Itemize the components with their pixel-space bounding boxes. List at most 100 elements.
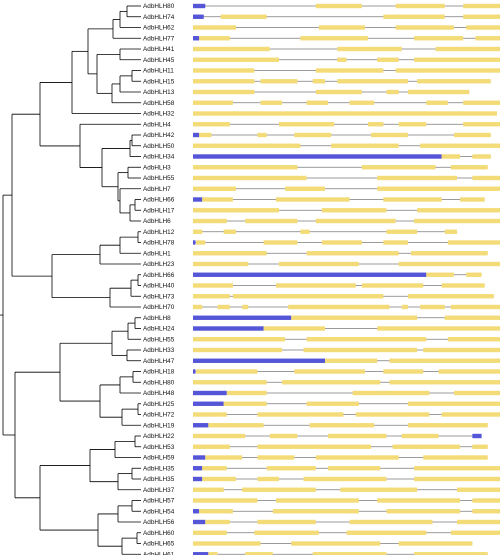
cds-segment bbox=[257, 519, 316, 525]
cds-segment bbox=[398, 261, 500, 267]
cds-segment bbox=[407, 89, 470, 95]
cds-segment bbox=[217, 304, 230, 310]
gene-label: AdbHLH55 bbox=[143, 336, 175, 343]
gene-label: AdbHLH59 bbox=[143, 455, 175, 462]
cds-segment bbox=[242, 487, 316, 492]
gene-label: AdbHLH23 bbox=[143, 261, 175, 268]
cds-segment bbox=[435, 46, 500, 52]
utr-segment bbox=[193, 509, 200, 514]
cds-segment bbox=[242, 304, 249, 310]
cds-segment bbox=[453, 390, 500, 396]
gene-label: AdbHLH34 bbox=[143, 154, 175, 161]
cds-segment bbox=[315, 68, 384, 73]
cds-segment bbox=[441, 154, 461, 159]
cds-segment bbox=[401, 433, 439, 439]
gene-track bbox=[193, 347, 500, 353]
gene-track bbox=[193, 68, 500, 73]
cds-segment bbox=[220, 14, 267, 19]
gene-label: AdbHLH54 bbox=[143, 508, 175, 515]
cds-segment bbox=[450, 304, 500, 310]
cds-segment bbox=[196, 240, 206, 245]
cds-segment bbox=[453, 132, 491, 138]
utr-segment bbox=[193, 132, 200, 138]
cds-segment bbox=[312, 552, 387, 555]
cds-segment bbox=[193, 79, 255, 84]
cds-segment bbox=[398, 122, 427, 127]
cds-segment bbox=[309, 423, 375, 428]
utr-segment bbox=[193, 358, 326, 363]
gene-label: AdbHLH80 bbox=[143, 379, 175, 386]
gene-label: AdbHLH19 bbox=[143, 422, 175, 429]
gene-label: AdbHLH47 bbox=[143, 358, 175, 365]
gene-track bbox=[193, 36, 500, 41]
gene-label: AdbHLH13 bbox=[143, 89, 175, 96]
cds-segment bbox=[407, 423, 488, 428]
cds-segment bbox=[294, 369, 365, 374]
cds-segment bbox=[257, 476, 279, 482]
cds-segment bbox=[278, 122, 335, 127]
cds-segment bbox=[193, 444, 230, 449]
cds-segment bbox=[414, 476, 500, 482]
cds-segment bbox=[472, 175, 500, 181]
cds-segment bbox=[414, 36, 464, 41]
cds-segment bbox=[417, 79, 491, 84]
gene-label: AdbHLH60 bbox=[143, 530, 175, 537]
gene-label: AdbHLH50 bbox=[143, 143, 175, 150]
gene-track bbox=[193, 111, 497, 116]
cds-segment bbox=[282, 380, 381, 385]
cds-segment bbox=[288, 304, 390, 310]
cds-segment bbox=[193, 229, 203, 234]
cds-segment bbox=[202, 476, 236, 482]
utr-segment bbox=[193, 3, 206, 9]
cds-segment bbox=[463, 122, 500, 127]
gene-track bbox=[193, 444, 488, 449]
cds-segment bbox=[325, 358, 378, 363]
gene-structure-tracks bbox=[193, 3, 500, 555]
gene-label: AdbHLH58 bbox=[143, 100, 175, 107]
gene-label: AdbHLH78 bbox=[143, 240, 175, 247]
cds-segment bbox=[266, 466, 316, 471]
cds-segment bbox=[337, 79, 408, 84]
cds-segment bbox=[398, 541, 473, 546]
cds-segment bbox=[392, 444, 461, 449]
gene-track bbox=[193, 423, 488, 428]
utr-segment bbox=[193, 326, 264, 331]
gene-label: AdbHLH56 bbox=[143, 519, 175, 526]
cds-segment bbox=[414, 552, 488, 555]
cds-segment bbox=[383, 240, 408, 245]
cds-segment bbox=[193, 251, 267, 256]
cds-segment bbox=[306, 401, 359, 406]
gene-track bbox=[193, 530, 500, 535]
gene-track bbox=[193, 229, 458, 234]
cds-segment bbox=[193, 89, 255, 95]
gene-label: AdbHLH53 bbox=[143, 444, 175, 451]
cds-segment bbox=[226, 390, 267, 396]
cds-segment bbox=[193, 412, 227, 417]
cds-segment bbox=[205, 519, 230, 525]
gene-track bbox=[193, 14, 500, 19]
gene-label: AdbHLH37 bbox=[143, 487, 175, 494]
gene-label: AdbHLH35 bbox=[143, 465, 175, 472]
gene-track bbox=[193, 401, 500, 406]
cds-segment bbox=[199, 132, 212, 138]
cds-segment bbox=[337, 57, 347, 62]
cds-segment bbox=[245, 552, 273, 555]
cds-segment bbox=[193, 68, 255, 73]
cds-segment bbox=[450, 530, 500, 535]
cds-segment bbox=[193, 186, 236, 191]
cds-segment bbox=[457, 519, 500, 525]
cds-segment bbox=[196, 369, 258, 374]
cds-segment bbox=[441, 283, 485, 288]
cds-segment bbox=[193, 498, 258, 503]
gene-label: AdbHLH24 bbox=[143, 326, 175, 333]
cds-segment bbox=[407, 294, 494, 299]
gene-label: AdbHLH22 bbox=[143, 433, 175, 440]
utr-segment bbox=[193, 154, 442, 159]
gene-label: AdbHLH40 bbox=[143, 283, 175, 290]
gene-track bbox=[193, 154, 491, 159]
gene-label: AdbHLH41 bbox=[143, 46, 175, 53]
gene-label: AdbHLH18 bbox=[143, 369, 175, 376]
cds-segment bbox=[193, 541, 261, 546]
cds-segment bbox=[202, 197, 233, 202]
gene-track bbox=[193, 251, 488, 256]
